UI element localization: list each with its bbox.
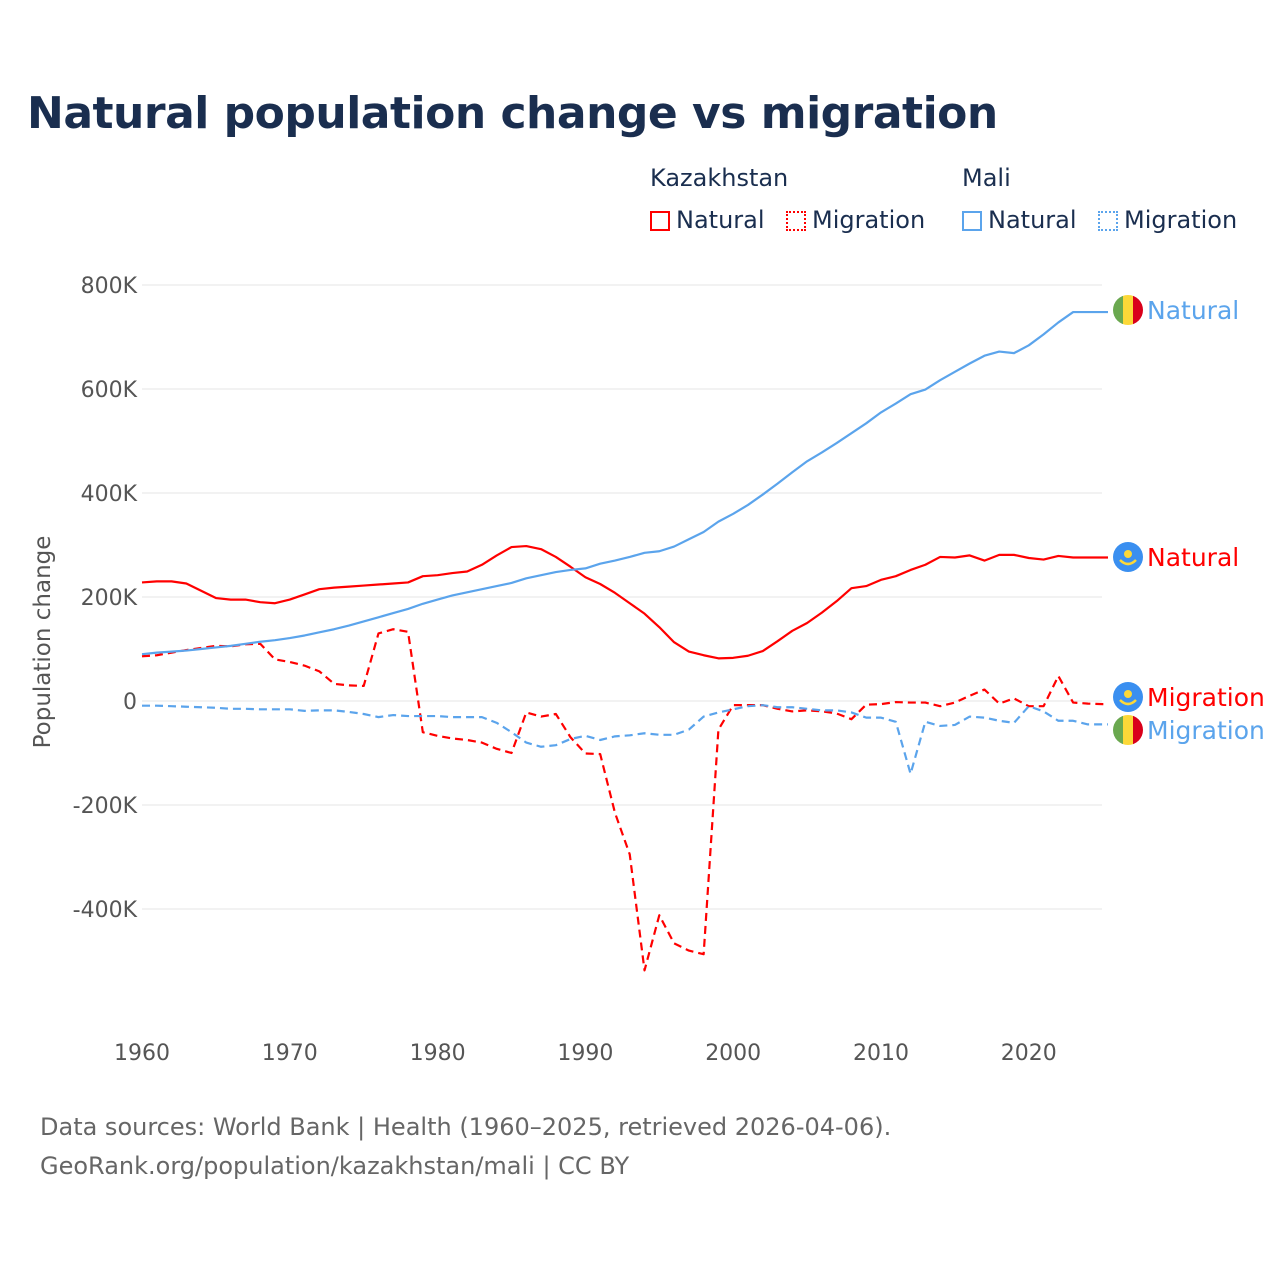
legend-item-kazakhstan-natural[interactable]: Natural xyxy=(650,206,765,234)
x-tick-label: 1960 xyxy=(114,1041,170,1066)
y-tick-label: 0 xyxy=(123,690,137,715)
legend-swatch xyxy=(786,211,806,231)
x-tick-label: 1980 xyxy=(410,1041,466,1066)
source-line-2[interactable]: GeoRank.org/population/kazakhstan/mali |… xyxy=(40,1152,630,1180)
y-tick-label: 200K xyxy=(81,586,138,611)
legend-label: Natural xyxy=(988,206,1077,234)
legend-item-mali-migration[interactable]: Migration xyxy=(1098,206,1237,234)
series-end-label: Natural xyxy=(1147,296,1239,325)
series-line-mali-migration xyxy=(142,704,1108,775)
legend-label: Migration xyxy=(812,206,926,234)
x-tick-label: 1970 xyxy=(262,1041,318,1066)
legend-item-mali-natural[interactable]: Natural xyxy=(962,206,1077,234)
y-tick-label: 800K xyxy=(81,274,138,299)
source-note: Data sources: World Bank | Health (1960–… xyxy=(40,1108,891,1186)
series-line-mali-natural xyxy=(141,310,1108,656)
legend-label: Natural xyxy=(676,206,765,234)
legend-item-kazakhstan-migration[interactable]: Migration xyxy=(786,206,925,234)
series-line-kazakhstan-migration xyxy=(141,628,1108,972)
chart-title: Natural population change vs migration xyxy=(27,88,998,139)
kazakhstan-flag-icon xyxy=(1113,542,1143,572)
mali-flag-icon xyxy=(1113,715,1143,745)
series-end-label: Migration xyxy=(1147,683,1265,712)
x-tick-label: 1990 xyxy=(557,1041,613,1066)
x-tick-label: 2010 xyxy=(853,1041,909,1066)
y-tick-label: 600K xyxy=(81,378,138,403)
legend-swatch xyxy=(962,211,982,231)
y-tick-label: -400K xyxy=(73,898,138,923)
legend-group-kazakhstan: Kazakhstan xyxy=(650,164,789,192)
series-line-kazakhstan-natural xyxy=(141,544,1108,660)
x-tick-label: 2000 xyxy=(705,1041,761,1066)
mali-flag-icon xyxy=(1113,295,1143,325)
y-tick-label: -200K xyxy=(73,794,138,819)
series-end-label: Migration xyxy=(1147,716,1265,745)
legend-swatch xyxy=(650,211,670,231)
series-end-label: Natural xyxy=(1147,543,1239,572)
legend-swatch xyxy=(1098,211,1118,231)
y-axis-label: Population change xyxy=(30,536,56,749)
y-tick-label: 400K xyxy=(81,482,138,507)
x-tick-label: 2020 xyxy=(1001,1041,1057,1066)
source-line-1: Data sources: World Bank | Health (1960–… xyxy=(40,1113,892,1141)
legend-group-mali: Mali xyxy=(962,164,1011,192)
kazakhstan-flag-icon xyxy=(1113,682,1143,712)
legend-label: Migration xyxy=(1124,206,1238,234)
